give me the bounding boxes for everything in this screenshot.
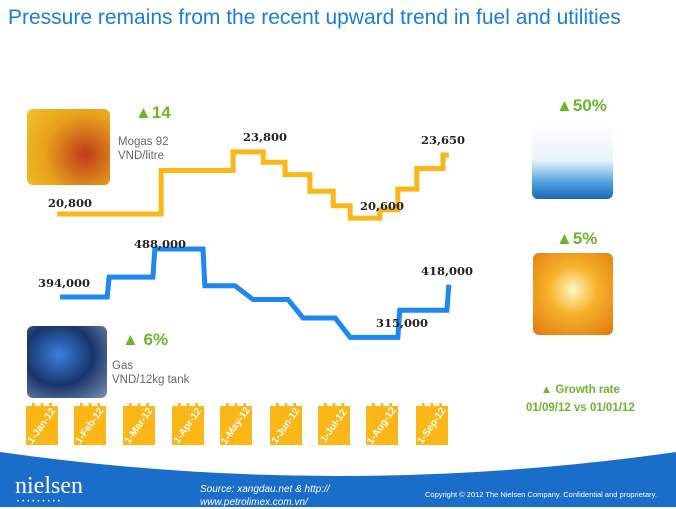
nielsen-logo: nielsen xyxy=(15,473,83,499)
data-label: 20,800 xyxy=(48,196,93,210)
logo-dots: ••••••••• xyxy=(17,499,63,505)
light-bulb-image xyxy=(533,253,613,335)
gas-price-line xyxy=(60,246,452,340)
x-tick: 1-Jun-12 xyxy=(270,403,302,445)
mogas-label: Mogas 92 VND/litre xyxy=(118,135,169,163)
growth-label: Growth rate xyxy=(555,384,620,396)
data-label: 488,000 xyxy=(134,237,187,251)
gas-label: Gas VND/12kg tank xyxy=(112,359,189,387)
page-title: Pressure remains from the recent upward … xyxy=(8,6,621,29)
copyright: Copyright © 2012 The Nielsen Company. Co… xyxy=(425,490,657,499)
data-label: 20,600 xyxy=(360,199,405,213)
data-label: 394,000 xyxy=(38,276,91,290)
gas-burner-image xyxy=(27,326,107,398)
source-line: Source: xangdau.net & http:// xyxy=(200,484,330,495)
data-label: 23,800 xyxy=(243,130,288,144)
footer-band xyxy=(0,452,676,507)
x-tick: 1-Jul-12 xyxy=(318,403,350,445)
x-tick: 1-Apr-12 xyxy=(172,403,204,445)
growth-period: 01/09/12 vs 01/01/12 xyxy=(526,402,635,414)
x-tick: 1-Feb-12 xyxy=(74,403,106,445)
water-change: ▲50% xyxy=(556,96,607,115)
mogas-name: Mogas 92 xyxy=(118,136,169,148)
data-label: 418,000 xyxy=(421,264,474,278)
mogas-price-line xyxy=(57,149,449,221)
gas-change: ▲ 6% xyxy=(122,330,169,349)
x-tick: 1-May-12 xyxy=(219,403,253,446)
x-tick: 1-Jan-12 xyxy=(26,403,58,445)
x-tick: 1-Mar-12 xyxy=(123,403,155,446)
mogas-unit: VND/litre xyxy=(118,150,165,162)
electricity-change: ▲5% xyxy=(556,229,598,248)
gas-unit: VND/12kg tank xyxy=(112,374,190,386)
data-label: 23,650 xyxy=(421,133,466,147)
x-tick-label: 1-Jul-12 xyxy=(318,406,350,445)
gas-name: Gas xyxy=(112,360,134,372)
x-tick: 1-Aug-12 xyxy=(365,403,399,446)
mogas-change: ▲14 xyxy=(135,103,171,122)
data-label: 315,000 xyxy=(376,316,429,330)
fuel-nozzle-image xyxy=(27,109,110,185)
growth-rate-legend: ▲ Growth rate 01/09/12 vs 01/01/12 xyxy=(526,381,635,417)
triangle-up-icon: ▲ xyxy=(540,384,553,396)
x-tick: 1-Sep-12 xyxy=(416,403,448,446)
source-line: www.petrolimex.com.vn/ xyxy=(200,497,308,508)
water-tap-image xyxy=(532,121,613,199)
source-note: Source: xangdau.net & http:// www.petroli… xyxy=(200,483,330,509)
